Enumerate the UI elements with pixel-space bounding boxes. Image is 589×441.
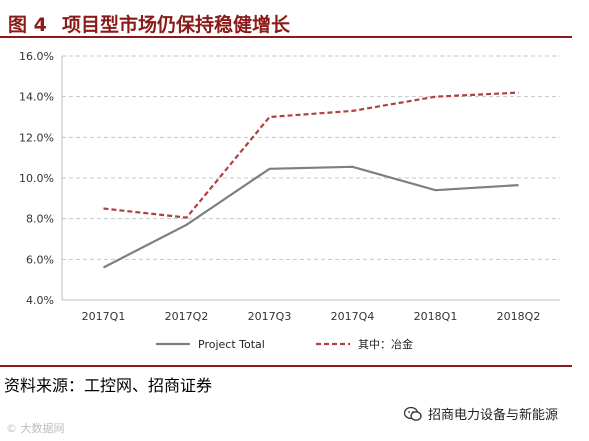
source-divider xyxy=(0,365,572,367)
y-tick-label: 8.0% xyxy=(26,213,54,226)
chart-grid xyxy=(62,55,560,260)
legend-label: 其中：冶金 xyxy=(358,337,413,351)
y-axis: 4.0% 6.0% 8.0% 10.0% 12.0% 14.0% 16.0% xyxy=(19,50,63,307)
y-tick-label: 4.0% xyxy=(26,294,54,307)
x-tick-label: 2017Q2 xyxy=(165,310,209,323)
x-tick-label: 2017Q4 xyxy=(331,310,375,323)
x-tick-label: 2017Q1 xyxy=(82,310,126,323)
y-tick-label: 6.0% xyxy=(26,253,54,266)
y-tick-label: 10.0% xyxy=(19,172,54,185)
series-line xyxy=(102,165,519,269)
x-tick-label: 2018Q2 xyxy=(497,310,541,323)
brand-badge: 招商电力设备与新能源 xyxy=(404,404,558,423)
chart-series xyxy=(102,91,519,269)
wechat-icon xyxy=(404,406,422,421)
legend-label: Project Total xyxy=(198,338,265,351)
title-divider xyxy=(0,36,572,38)
y-tick-label: 14.0% xyxy=(19,91,54,104)
x-tick-label: 2017Q3 xyxy=(248,310,292,323)
line-chart: 4.0%6.0%8.0%10.0%12.0%14.0%16.0% 2017Q1 2… xyxy=(19,50,560,351)
x-tick-label: 2018Q1 xyxy=(414,310,458,323)
series-line xyxy=(103,91,519,219)
figure-header: 图 4 项目型市场仍保持稳健增长 xyxy=(4,4,564,36)
watermark: © 大数据网 xyxy=(6,422,65,435)
brand-label: 招商电力设备与新能源 xyxy=(428,408,559,423)
figure-number: 图 4 xyxy=(8,14,47,36)
chart-legend: Project Total 其中：冶金 xyxy=(156,337,413,351)
y-tick-label: 16.0% xyxy=(19,50,54,63)
source-note: 资料来源：工控网、招商证券 xyxy=(4,376,213,395)
x-axis: 2017Q1 2017Q2 2017Q3 2017Q4 2018Q1 2018Q2 xyxy=(62,299,560,323)
y-tick-label: 12.0% xyxy=(19,131,54,144)
figure-title: 项目型市场仍保持稳健增长 xyxy=(62,14,291,36)
